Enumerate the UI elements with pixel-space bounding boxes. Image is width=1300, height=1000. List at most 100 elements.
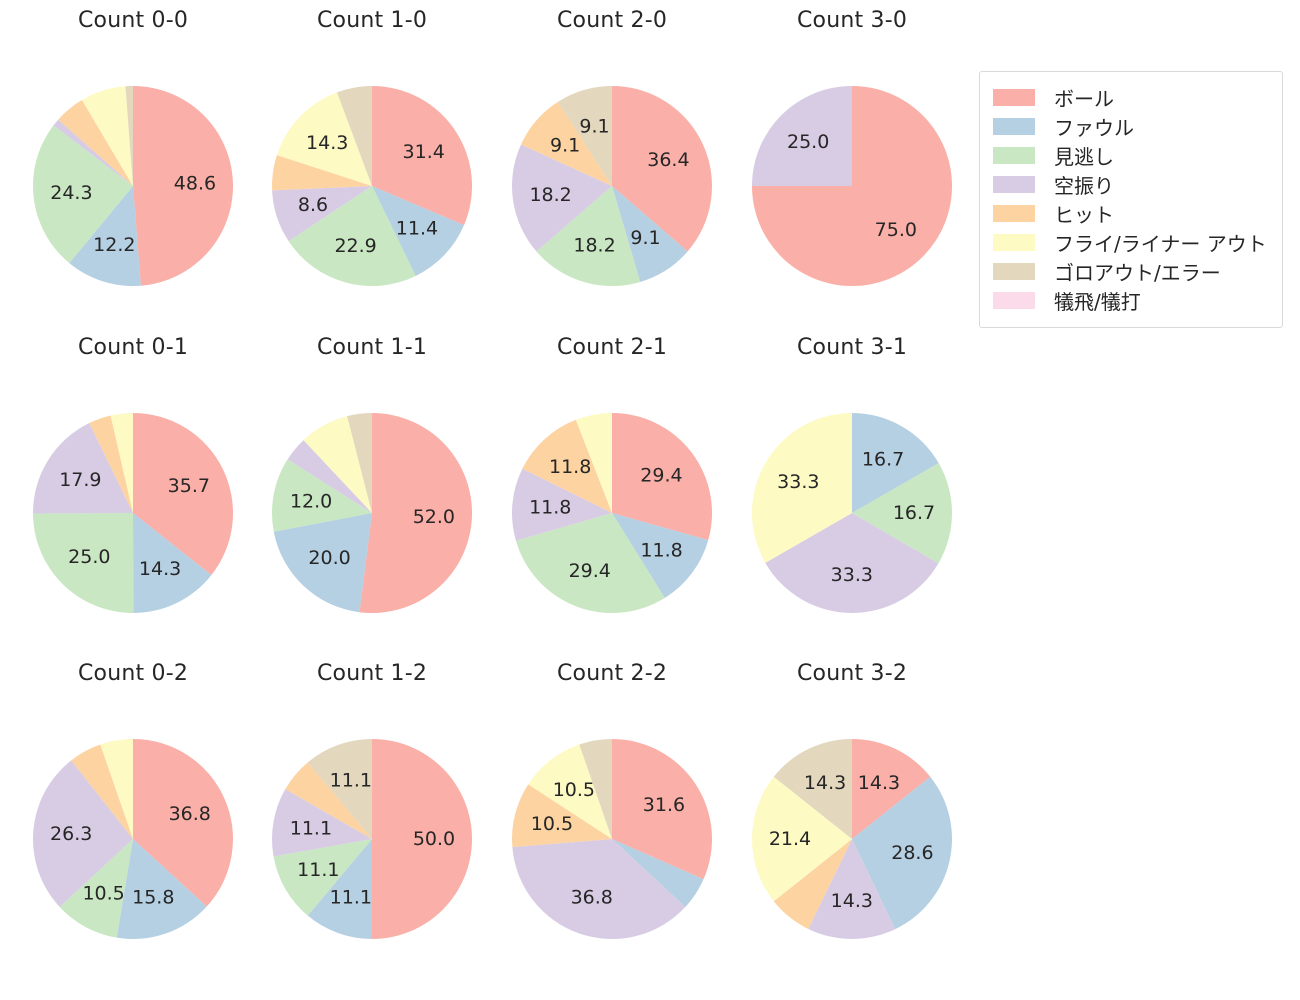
- pie-slice[interactable]: [765, 513, 939, 613]
- pie-slice[interactable]: [336, 86, 372, 186]
- pie-slice[interactable]: [852, 463, 952, 564]
- pie-slice[interactable]: [512, 144, 612, 252]
- pie-slice[interactable]: [276, 92, 372, 186]
- pie-slice[interactable]: [612, 513, 709, 598]
- pie-slice[interactable]: [773, 739, 852, 839]
- pie-slice[interactable]: [359, 413, 473, 613]
- pie-slice[interactable]: [751, 776, 852, 902]
- pie-slice-label: 35.7: [168, 475, 210, 497]
- legend-item[interactable]: 犠飛/犠打: [993, 286, 1268, 315]
- pie-slice[interactable]: [272, 186, 372, 242]
- pie-slice[interactable]: [33, 513, 134, 614]
- pie-slice[interactable]: [69, 186, 141, 287]
- legend-item[interactable]: ボール: [993, 83, 1268, 112]
- pie-slice-label: 14.3: [804, 772, 846, 794]
- pie-slice[interactable]: [32, 760, 133, 907]
- pie-slice[interactable]: [32, 125, 134, 264]
- pie-slice[interactable]: [515, 513, 665, 613]
- pie-slice[interactable]: [133, 513, 212, 613]
- pie-slice[interactable]: [125, 86, 133, 186]
- pie-slice[interactable]: [273, 513, 372, 613]
- pie-slice[interactable]: [133, 739, 233, 907]
- pie-slice[interactable]: [110, 413, 133, 513]
- pie-slice[interactable]: [522, 419, 612, 513]
- pie-slice-label: 18.2: [573, 234, 615, 256]
- pie-slice[interactable]: [536, 186, 641, 286]
- pie-chart-figure: 75.0 25.0: [746, 80, 958, 292]
- pie-slice[interactable]: [372, 86, 472, 226]
- pie-chart-figure: 29.4 11.8 29.4 11.8 11.8: [506, 407, 718, 619]
- legend-swatch-icon: [993, 292, 1035, 309]
- pie-slice[interactable]: [528, 744, 612, 839]
- pie-slice-label: 36.8: [571, 887, 613, 909]
- pie-slice[interactable]: [521, 101, 612, 186]
- pie-slice[interactable]: [288, 186, 416, 287]
- pie-slice[interactable]: [89, 415, 133, 513]
- legend-item[interactable]: ゴロアウト/エラー: [993, 257, 1268, 286]
- pie-slice[interactable]: [272, 789, 372, 857]
- pie-chart-cell: Count 2-1 29.4 11.8 29.4 11.8 11.8: [482, 335, 742, 655]
- pie-slice[interactable]: [59, 839, 134, 938]
- pie-chart-figure: 50.0 11.1 11.1 11.1 11.1: [266, 733, 478, 945]
- pie-chart-figure: 16.7 16.7 33.3 33.3: [746, 407, 958, 619]
- pie-chart-cell: Count 2-0 36.4 9.1 18.2 18.2 9.1 9.1: [482, 8, 742, 328]
- pie-slice[interactable]: [808, 839, 896, 940]
- pie-slice[interactable]: [557, 86, 612, 186]
- legend-label: ヒット: [1054, 203, 1114, 227]
- pie-slice[interactable]: [852, 776, 952, 930]
- pie-chart-title: Count 1-2: [316, 661, 428, 686]
- pie-slice[interactable]: [303, 416, 372, 513]
- pie-slice[interactable]: [511, 468, 612, 541]
- pie-slice[interactable]: [852, 739, 931, 839]
- pie-slice[interactable]: [32, 423, 133, 514]
- pie-chart-cell: Count 3-1 16.7 16.7 33.3 33.3: [722, 335, 982, 655]
- pie-slice[interactable]: [133, 413, 233, 576]
- pie-slice[interactable]: [612, 186, 688, 282]
- pie-slice-label: 25.0: [68, 546, 110, 568]
- pie-chart-cell: Count 0-1 35.7 14.3 25.0 17.9: [3, 335, 263, 655]
- pie-slice[interactable]: [71, 744, 133, 839]
- pie-slice[interactable]: [133, 86, 234, 286]
- legend-item[interactable]: フライ/ライナー アウト: [993, 228, 1268, 257]
- pie-slice[interactable]: [307, 739, 372, 839]
- legend-item[interactable]: 見逃し: [993, 141, 1268, 170]
- pie-slice[interactable]: [287, 440, 372, 513]
- pie-slice[interactable]: [116, 839, 207, 940]
- legend-item[interactable]: 空振り: [993, 170, 1268, 199]
- pie-slice[interactable]: [579, 739, 612, 839]
- pie-slice[interactable]: [773, 839, 852, 929]
- pie-slice-label: 11.1: [330, 770, 372, 792]
- pie-slice-label: 36.8: [169, 803, 211, 825]
- pie-slice[interactable]: [81, 86, 133, 186]
- pie-slice-label: 16.7: [893, 502, 935, 524]
- pie-slice[interactable]: [285, 762, 372, 839]
- legend-label: フライ/ライナー アウト: [1054, 232, 1267, 256]
- pie-slice[interactable]: [575, 413, 612, 513]
- pie-slice[interactable]: [612, 413, 713, 541]
- legend-item[interactable]: ヒット: [993, 199, 1268, 228]
- pie-slice-label: 36.4: [647, 149, 689, 171]
- pie-slice[interactable]: [852, 413, 939, 513]
- pie-slice[interactable]: [511, 784, 612, 848]
- pie-slice[interactable]: [512, 839, 686, 940]
- pie-slice[interactable]: [53, 119, 133, 186]
- pie-slice[interactable]: [372, 186, 465, 276]
- pie-slice[interactable]: [307, 839, 372, 939]
- pie-slice[interactable]: [273, 839, 372, 916]
- pie-slice[interactable]: [271, 459, 372, 532]
- pie-chart-figure: 31.4 11.4 22.9 8.6 14.3: [266, 80, 478, 292]
- pie-slice[interactable]: [272, 155, 372, 191]
- legend-label: 見逃し: [1054, 145, 1114, 169]
- pie-slice[interactable]: [612, 739, 712, 880]
- pie-slice[interactable]: [100, 739, 133, 839]
- legend-item[interactable]: ファウル: [993, 112, 1268, 141]
- pie-slice[interactable]: [347, 413, 372, 513]
- pie-slice[interactable]: [58, 100, 133, 186]
- pie-slice[interactable]: [612, 86, 712, 252]
- pie-chart-title: Count 2-1: [556, 335, 668, 360]
- pie-chart-cell: Count 0-0 48.6 12.2 24.3: [3, 8, 263, 328]
- pie-slice[interactable]: [372, 739, 472, 939]
- pie-slice[interactable]: [612, 839, 704, 907]
- pie-slice[interactable]: [751, 413, 852, 563]
- pie-slice[interactable]: [752, 86, 852, 186]
